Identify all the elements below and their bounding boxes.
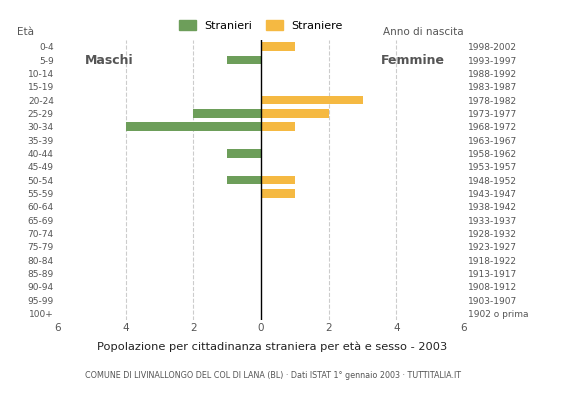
Bar xyxy=(227,149,261,158)
Bar xyxy=(261,122,295,131)
Bar xyxy=(126,122,261,131)
Bar xyxy=(193,109,261,118)
Text: Età: Età xyxy=(17,27,34,37)
Text: Anno di nascita: Anno di nascita xyxy=(383,27,464,37)
Bar xyxy=(261,42,295,51)
Legend: Stranieri, Straniere: Stranieri, Straniere xyxy=(179,20,343,31)
Text: Maschi: Maschi xyxy=(85,54,133,66)
Bar xyxy=(261,176,295,184)
Text: Popolazione per cittadinanza straniera per età e sesso - 2003: Popolazione per cittadinanza straniera p… xyxy=(97,342,448,352)
Bar xyxy=(261,189,295,198)
Bar xyxy=(227,176,261,184)
Bar xyxy=(227,56,261,64)
Text: Femmine: Femmine xyxy=(381,54,445,66)
Text: COMUNE DI LIVINALLONGO DEL COL DI LANA (BL) · Dati ISTAT 1° gennaio 2003 · TUTTI: COMUNE DI LIVINALLONGO DEL COL DI LANA (… xyxy=(85,371,461,380)
Bar xyxy=(261,96,362,104)
Bar xyxy=(261,109,329,118)
